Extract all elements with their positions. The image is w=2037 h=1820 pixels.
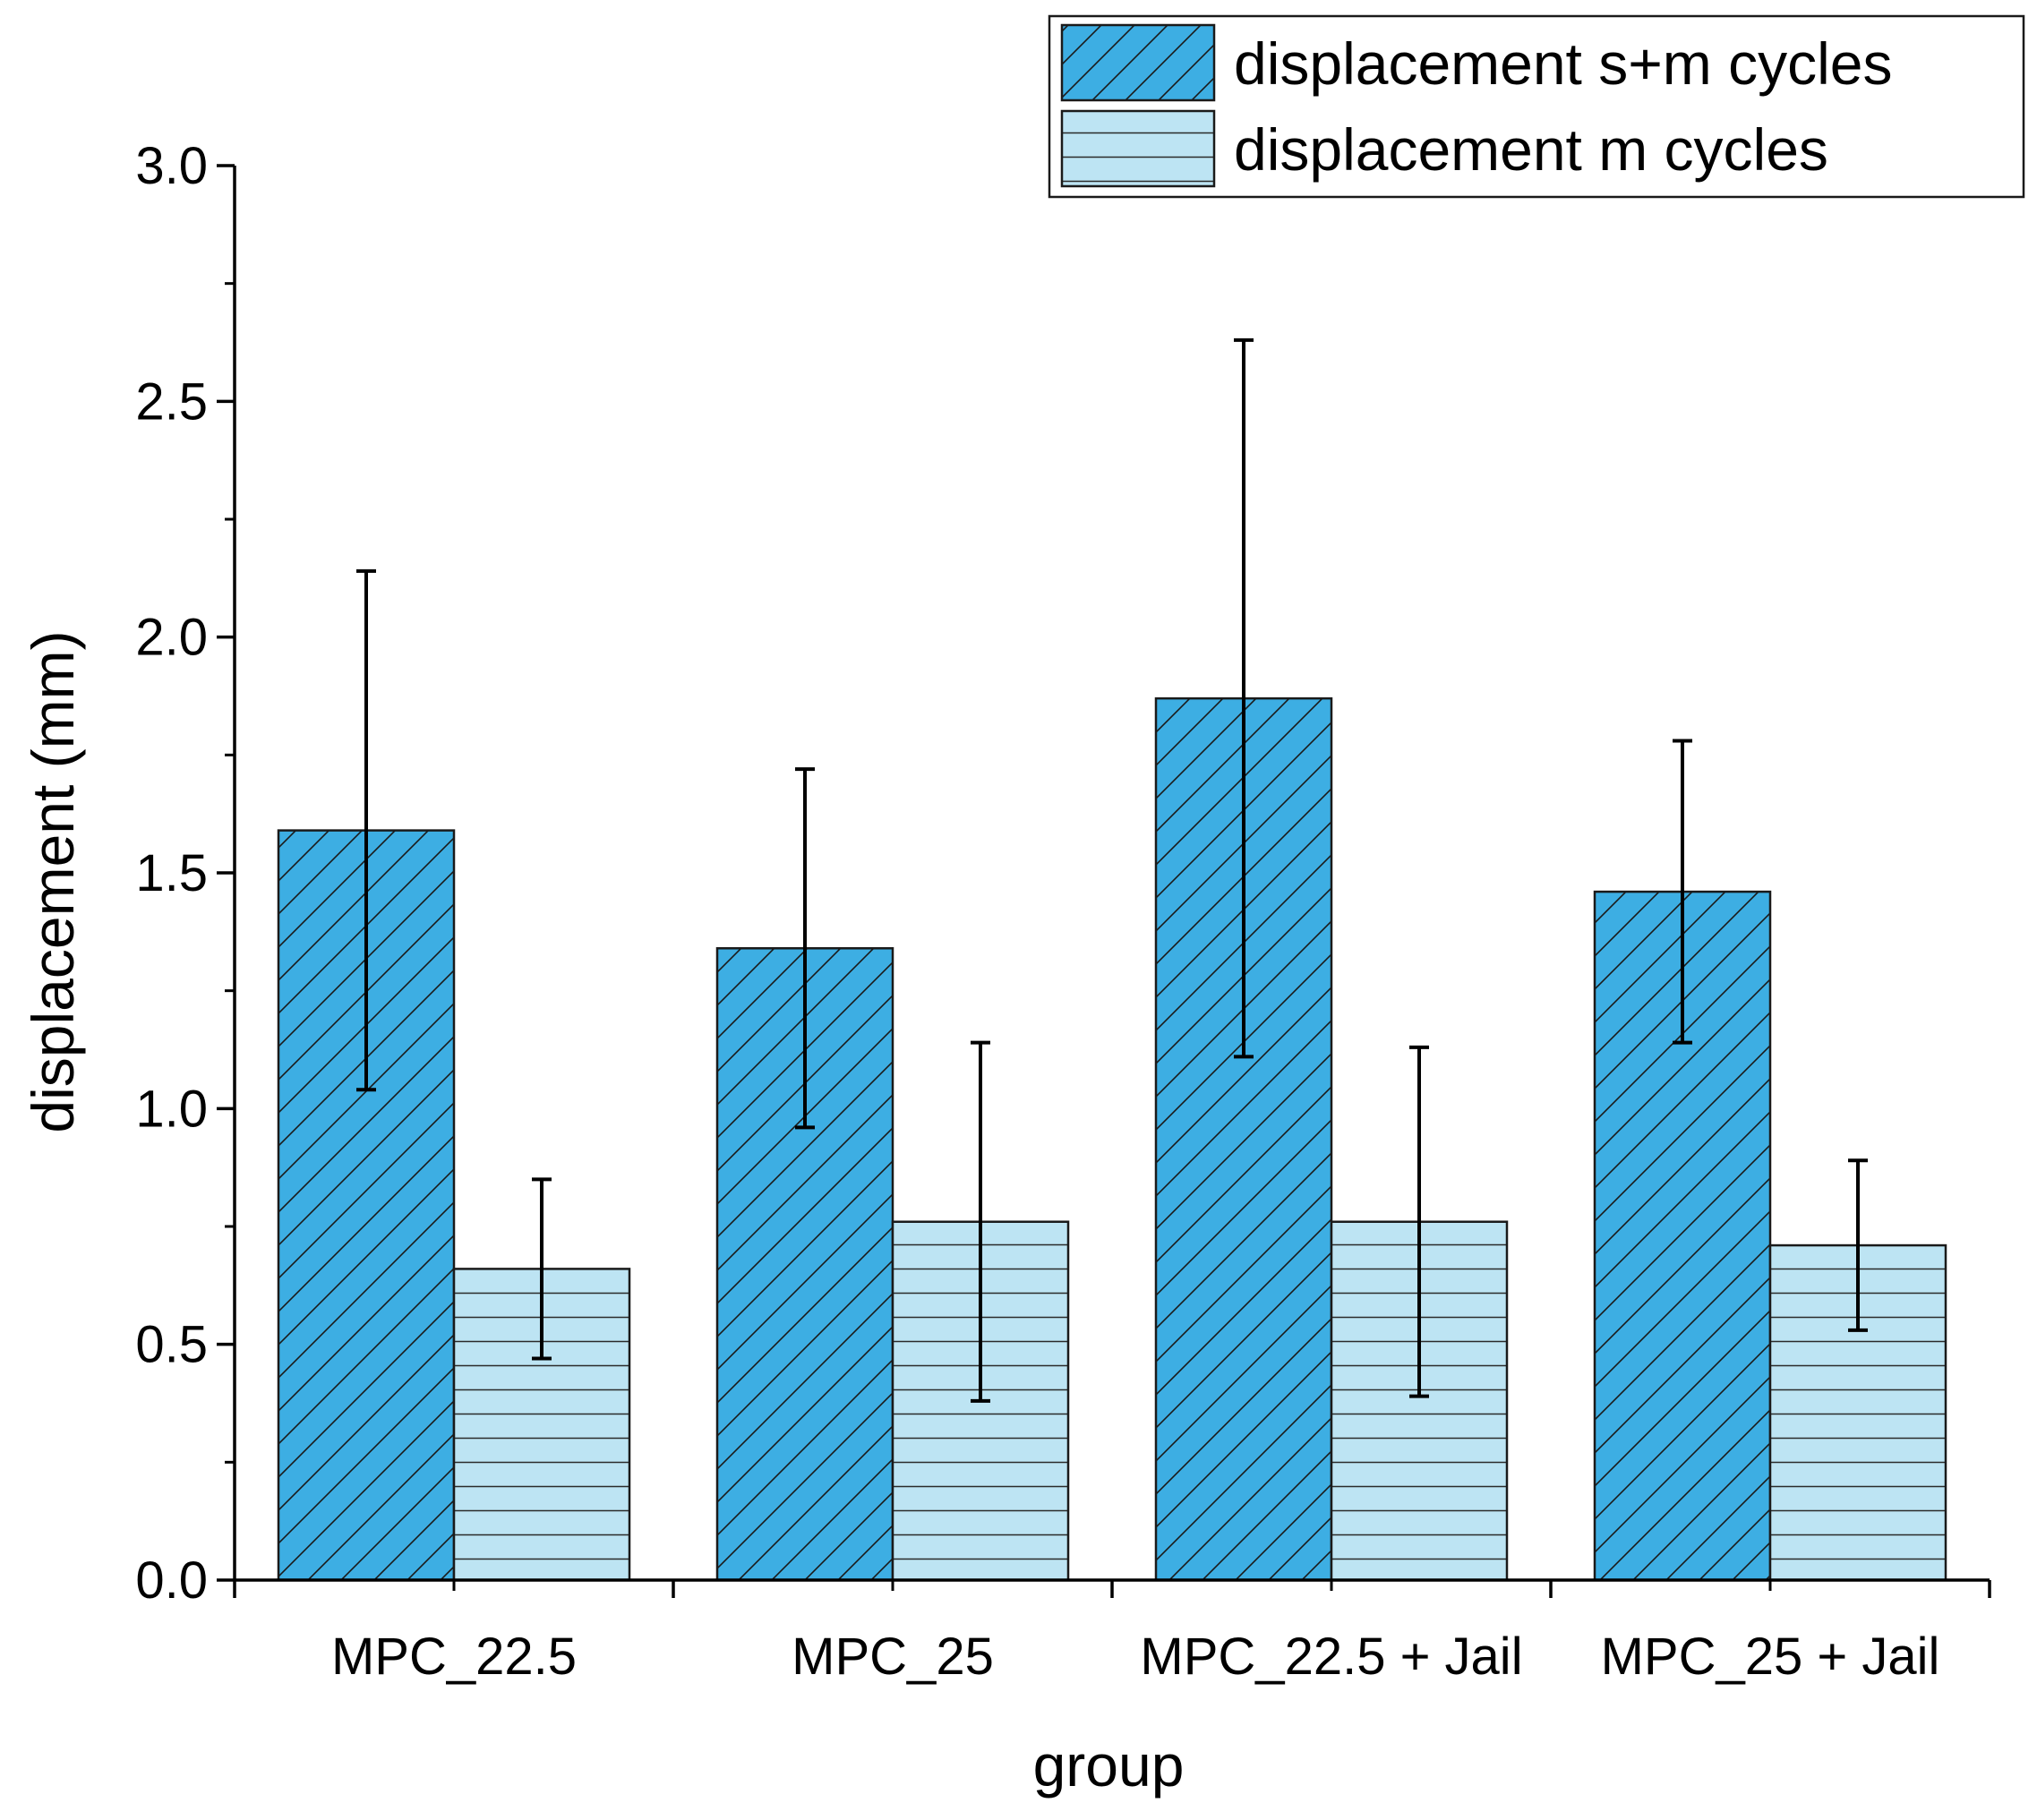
y-tick-label: 2.0 bbox=[135, 609, 208, 667]
x-tick-label: MPC_25 + Jail bbox=[1601, 1628, 1940, 1686]
y-tick-label: 3.0 bbox=[135, 137, 208, 195]
y-axis-title: displacement (mm) bbox=[20, 630, 86, 1132]
legend-swatch-m-cycles bbox=[1060, 109, 1216, 188]
x-tick-label: MPC_22.5 + Jail bbox=[1140, 1628, 1522, 1686]
x-axis-title: group bbox=[1033, 1732, 1185, 1799]
axes-layer: 0.0 0.5 1.0 1.5 2.0 2.5 3.0 MPC_22.5 MPC_25 MPC_2… bbox=[135, 137, 1991, 1686]
y-tick-label: 0.0 bbox=[135, 1551, 208, 1610]
x-tick-label: MPC_22.5 bbox=[331, 1628, 577, 1686]
error-bar-2-series-0 bbox=[1234, 338, 1254, 1059]
y-tick-label: 1.0 bbox=[135, 1080, 208, 1138]
legend-label-m-cycles: displacement m cycles bbox=[1234, 116, 1828, 183]
legend-label-s-m-cycles: displacement s+m cycles bbox=[1234, 30, 1892, 97]
error-bar-1-series-0 bbox=[795, 767, 815, 1130]
error-bar-2-series-1 bbox=[1409, 1045, 1429, 1398]
bars-layer bbox=[277, 696, 1947, 1582]
legend: displacement s+m cycles displacement m c… bbox=[1048, 14, 2025, 199]
x-tick-label: MPC_25 bbox=[792, 1628, 994, 1686]
y-tick-label: 1.5 bbox=[135, 844, 208, 902]
error-bars-layer bbox=[356, 338, 1868, 1403]
y-tick-label: 0.5 bbox=[135, 1316, 208, 1374]
y-tick-label: 2.5 bbox=[135, 372, 208, 431]
error-bar-3-series-1 bbox=[1848, 1158, 1868, 1332]
error-bar-0-series-1 bbox=[532, 1177, 552, 1361]
legend-swatch-s-m-cycles bbox=[1060, 23, 1216, 102]
error-bar-1-series-1 bbox=[971, 1040, 990, 1403]
error-bar-3-series-0 bbox=[1673, 739, 1692, 1045]
error-bar-0-series-0 bbox=[356, 568, 376, 1092]
